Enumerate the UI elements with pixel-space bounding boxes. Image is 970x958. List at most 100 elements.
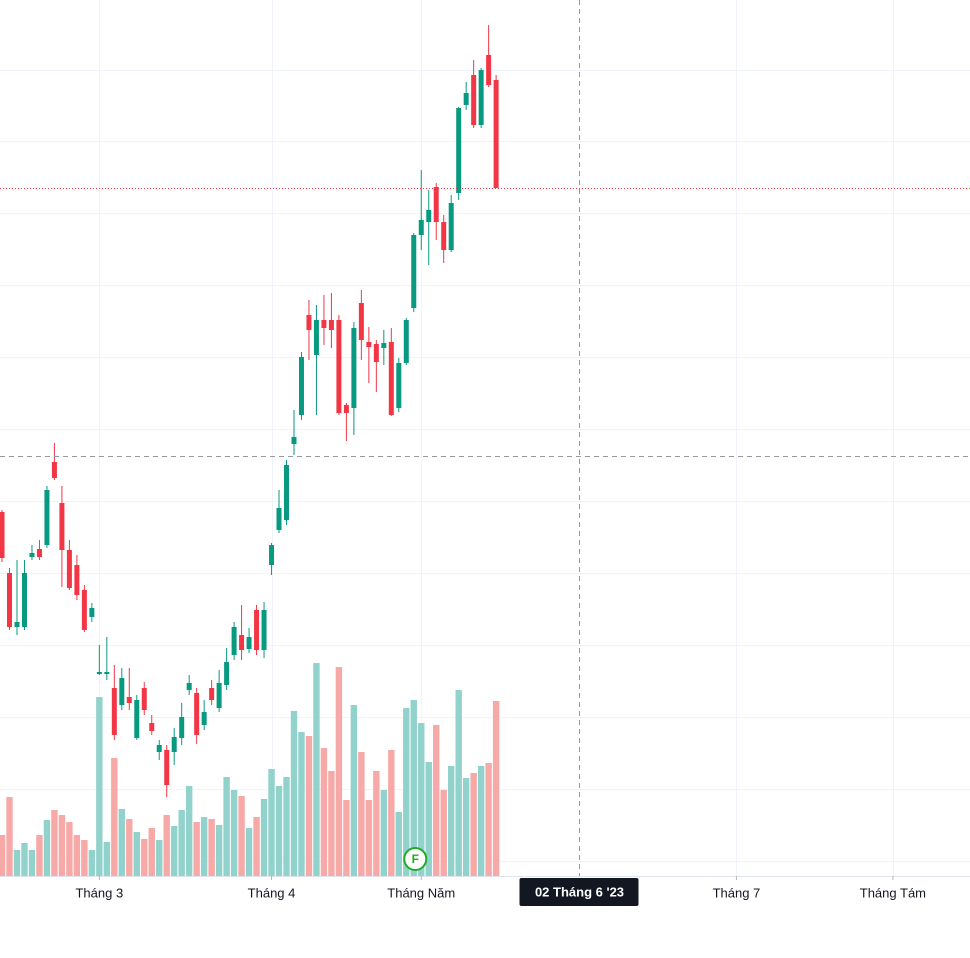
x-tick-label: Tháng 3 <box>75 885 123 900</box>
volume-bar <box>163 815 170 876</box>
candle-body <box>14 622 20 627</box>
candle-body <box>126 697 132 703</box>
candle-body <box>321 320 327 328</box>
volume-bar <box>238 796 245 876</box>
candle-body <box>81 590 87 630</box>
candle-body <box>493 80 499 188</box>
volume-bar <box>156 840 163 876</box>
candle-body <box>119 678 125 705</box>
volume-bar <box>103 842 111 876</box>
volume-bar <box>28 850 36 876</box>
candle-body <box>373 344 379 362</box>
volume-bar <box>223 777 230 876</box>
candle-body <box>358 303 364 340</box>
candle-body <box>343 405 349 413</box>
candle-body <box>0 512 5 558</box>
candle-body <box>51 462 57 478</box>
volume-bar <box>253 817 260 876</box>
candle-body <box>441 222 447 250</box>
volume-bar <box>148 828 155 876</box>
volume-bar <box>328 771 335 876</box>
volume-bar <box>335 667 343 876</box>
volume-bar <box>403 708 410 876</box>
volume-bar <box>410 700 417 876</box>
candle-body <box>486 55 492 85</box>
candle-body <box>336 320 342 413</box>
volume-bar <box>118 809 126 876</box>
volume-bar <box>418 723 425 876</box>
candle-body <box>141 688 147 710</box>
volume-bar <box>395 812 402 876</box>
candle-body <box>104 672 110 674</box>
candle-body <box>89 608 95 617</box>
volume-bar <box>111 758 118 876</box>
volume-bar <box>320 748 328 876</box>
candle-body <box>328 320 334 330</box>
candle-body <box>209 688 215 700</box>
volume-bar <box>358 752 365 876</box>
candle-body <box>246 637 252 649</box>
volume-bar <box>6 797 13 876</box>
candle-body <box>231 627 237 655</box>
candle-body <box>463 93 469 105</box>
volume-bar <box>470 773 477 876</box>
candle-body <box>433 187 439 222</box>
candle-body <box>396 363 402 408</box>
candle-body <box>29 553 35 557</box>
volume-bar <box>13 850 21 876</box>
volume-bar <box>73 835 81 876</box>
candle-body <box>418 220 424 235</box>
candle-body <box>164 750 170 785</box>
volume-bar <box>215 825 223 876</box>
volume-bar <box>365 800 373 876</box>
volume-bar <box>88 850 96 876</box>
candle-body <box>74 565 80 595</box>
volume-bar <box>66 822 73 876</box>
volume-bar <box>492 701 500 876</box>
candle-body <box>239 635 245 650</box>
candle-body <box>471 75 477 125</box>
volume-bar <box>185 786 193 876</box>
candle-body <box>224 662 230 685</box>
volume-bar <box>290 711 298 876</box>
volume-bar <box>298 732 305 876</box>
candle-body <box>134 700 140 738</box>
volume-bar <box>268 769 275 876</box>
candle-body <box>254 610 260 650</box>
volume-bar <box>440 790 447 876</box>
volume-bar <box>200 817 208 876</box>
volume-bar <box>447 766 455 876</box>
candle-body <box>298 357 304 415</box>
volume-bar <box>21 843 28 876</box>
candle-body <box>403 320 409 363</box>
volume-bar <box>141 839 148 876</box>
candle-body <box>306 315 312 330</box>
volume-bar <box>0 835 6 876</box>
volume-bar <box>477 766 485 876</box>
volume-bar <box>51 810 58 876</box>
volume-bar <box>455 690 462 876</box>
candle-body <box>111 688 117 735</box>
volume-bar <box>433 725 440 876</box>
volume-bar <box>373 771 380 876</box>
candle-body <box>149 723 155 731</box>
event-marker-label: F <box>412 852 419 866</box>
x-tick-label: Tháng 7 <box>713 885 761 900</box>
volume-bar <box>171 826 178 876</box>
candle-body <box>171 737 177 752</box>
candle-body <box>313 320 319 355</box>
candle-body <box>351 328 357 408</box>
candle-body <box>201 712 207 725</box>
volume-bar <box>462 778 470 876</box>
candle-body <box>366 342 372 347</box>
candle-body <box>411 235 417 308</box>
candle-body <box>276 508 282 530</box>
candle-body <box>66 550 72 588</box>
x-tick-label: Tháng Năm <box>387 885 455 900</box>
volume-bar <box>36 835 43 876</box>
volume-bar <box>230 790 238 876</box>
volume-bar <box>350 705 358 876</box>
